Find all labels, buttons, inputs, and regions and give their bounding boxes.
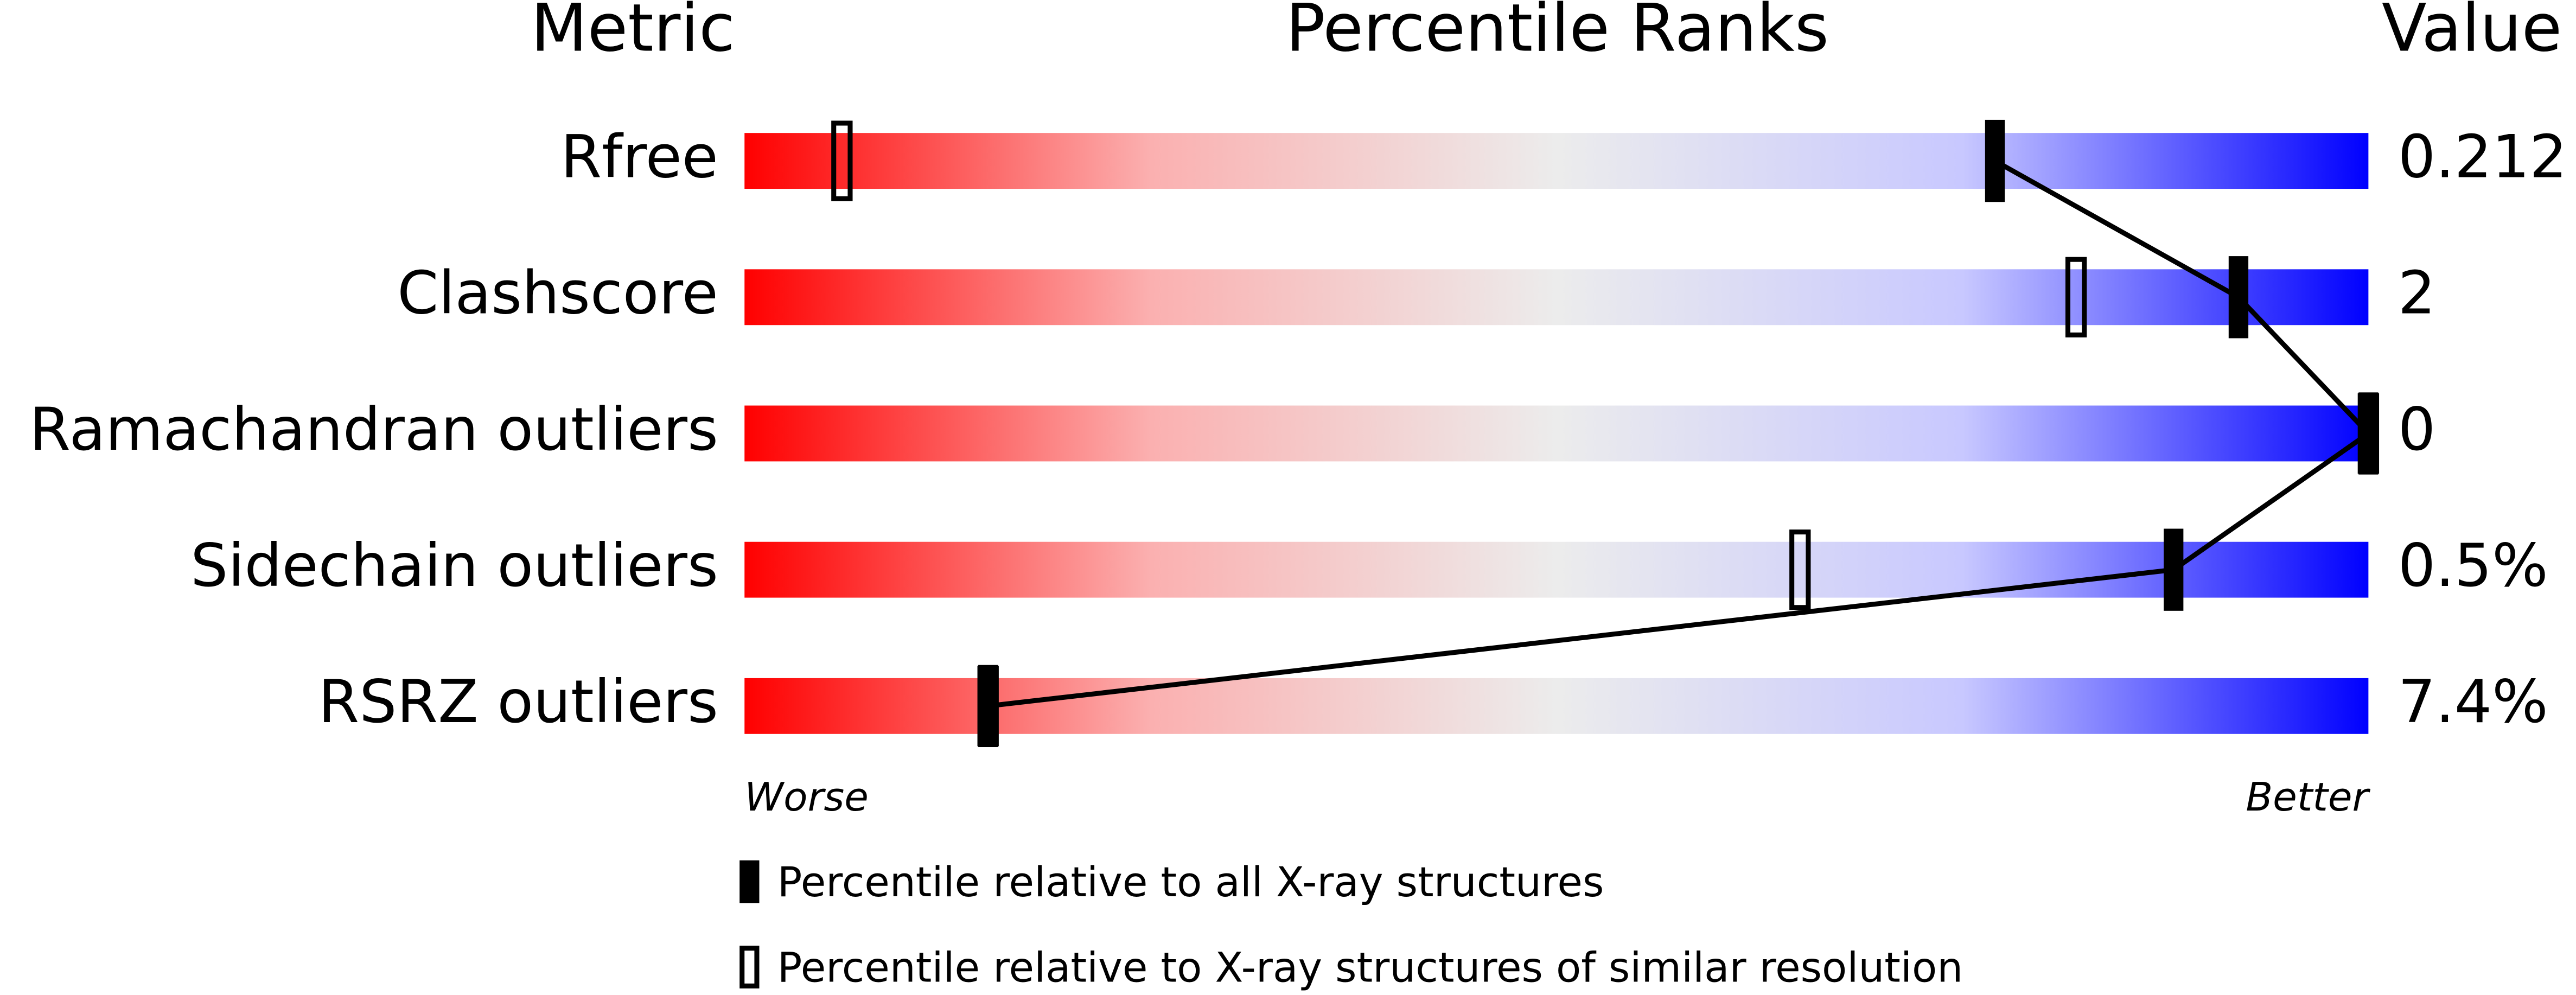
metric-value: 0 <box>2398 395 2435 464</box>
metric-value: 2 <box>2398 259 2435 328</box>
percentile-bar <box>744 678 2369 734</box>
legend-label: Percentile relative to all X-ray structu… <box>777 858 1604 906</box>
better-label: Better <box>2246 775 2370 820</box>
legend-swatch <box>739 946 760 988</box>
marker-filled <box>2228 256 2249 339</box>
metric-label: Sidechain outliers <box>190 531 718 600</box>
marker-open <box>977 666 999 747</box>
percentile-bar <box>744 269 2369 326</box>
marker-open <box>2357 393 2380 474</box>
metric-label: Clashscore <box>397 259 718 328</box>
metric-header: Metric <box>531 0 735 67</box>
legend-label: Percentile relative to X-ray structures … <box>777 944 1963 992</box>
marker-filled <box>1985 119 2005 202</box>
worse-label: Worse <box>744 775 869 820</box>
metric-label: RSRZ outliers <box>318 667 718 736</box>
value-header: Value <box>2382 0 2562 67</box>
marker-open <box>2065 257 2087 337</box>
marker-open <box>1789 530 1811 610</box>
metric-label: Rfree <box>560 122 718 191</box>
marker-filled <box>2164 528 2184 611</box>
metric-value: 7.4% <box>2398 667 2548 736</box>
legend-swatch <box>739 860 760 903</box>
percentile-bar <box>744 541 2369 598</box>
ranks-header: Percentile Ranks <box>1286 0 1829 67</box>
percentile-bar <box>744 133 2369 189</box>
percentile-bar <box>744 405 2369 462</box>
metric-value: 0.5% <box>2398 531 2548 600</box>
metric-label: Ramachandran outliers <box>29 395 718 464</box>
marker-open <box>831 120 853 201</box>
metric-value: 0.212 <box>2398 122 2567 191</box>
